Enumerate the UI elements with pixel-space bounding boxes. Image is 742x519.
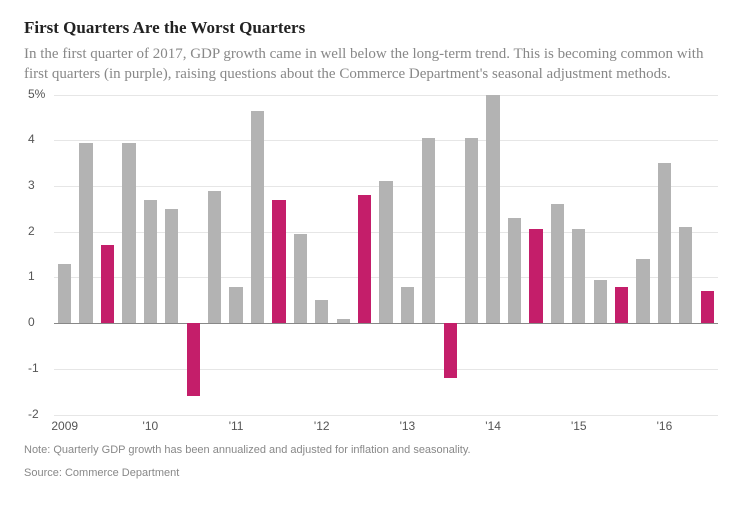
y-axis-label: -2 [28, 407, 39, 421]
bar [272, 200, 285, 323]
bar [122, 143, 135, 324]
bar [294, 234, 307, 323]
chart-area: -2-1012345%2009'10'11'12'13'14'15'16'17 [24, 95, 718, 435]
bar [615, 287, 628, 324]
bar [679, 227, 692, 323]
bar [508, 218, 521, 323]
chart-note: Note: Quarterly GDP growth has been annu… [24, 443, 718, 458]
y-axis-label: -1 [28, 361, 39, 375]
grid-line [54, 95, 718, 96]
bar [379, 181, 392, 323]
x-axis-label: '11 [229, 419, 244, 433]
bar [551, 204, 564, 323]
y-axis-label: 3 [28, 178, 35, 192]
plot-area [54, 95, 718, 415]
bar [422, 138, 435, 323]
x-axis-label: '13 [400, 419, 416, 433]
bar [101, 245, 114, 323]
bar [486, 95, 499, 324]
chart-title: First Quarters Are the Worst Quarters [24, 18, 718, 38]
grid-line [54, 140, 718, 141]
grid-line [54, 369, 718, 370]
bar [165, 209, 178, 323]
bar [144, 200, 157, 323]
bar [58, 264, 71, 323]
bar [465, 138, 478, 323]
bar [701, 291, 714, 323]
y-axis-label: 5% [28, 87, 45, 101]
bar [572, 229, 585, 323]
bar [658, 163, 671, 323]
y-axis-label: 0 [28, 315, 35, 329]
grid-line [54, 415, 718, 416]
bar [315, 300, 328, 323]
y-axis-label: 1 [28, 269, 35, 283]
x-axis-label: '14 [485, 419, 501, 433]
bar [337, 319, 350, 324]
bar [401, 287, 414, 324]
bar [529, 229, 542, 323]
bar [187, 323, 200, 396]
bar [251, 111, 264, 324]
bar [208, 191, 221, 324]
x-axis-label: '16 [657, 419, 673, 433]
bar [358, 195, 371, 323]
x-axis-label: '15 [571, 419, 587, 433]
bar [636, 259, 649, 323]
x-axis-label: 2009 [51, 419, 78, 433]
zero-line [54, 323, 718, 324]
chart-subtitle: In the first quarter of 2017, GDP growth… [24, 44, 704, 85]
y-axis-label: 4 [28, 132, 35, 146]
chart-source: Source: Commerce Department [24, 466, 718, 481]
x-axis-label: '12 [314, 419, 330, 433]
bar [444, 323, 457, 378]
bar [229, 287, 242, 324]
x-axis-label: '10 [143, 419, 159, 433]
y-axis-label: 2 [28, 224, 35, 238]
bar [79, 143, 92, 324]
bar [594, 280, 607, 323]
